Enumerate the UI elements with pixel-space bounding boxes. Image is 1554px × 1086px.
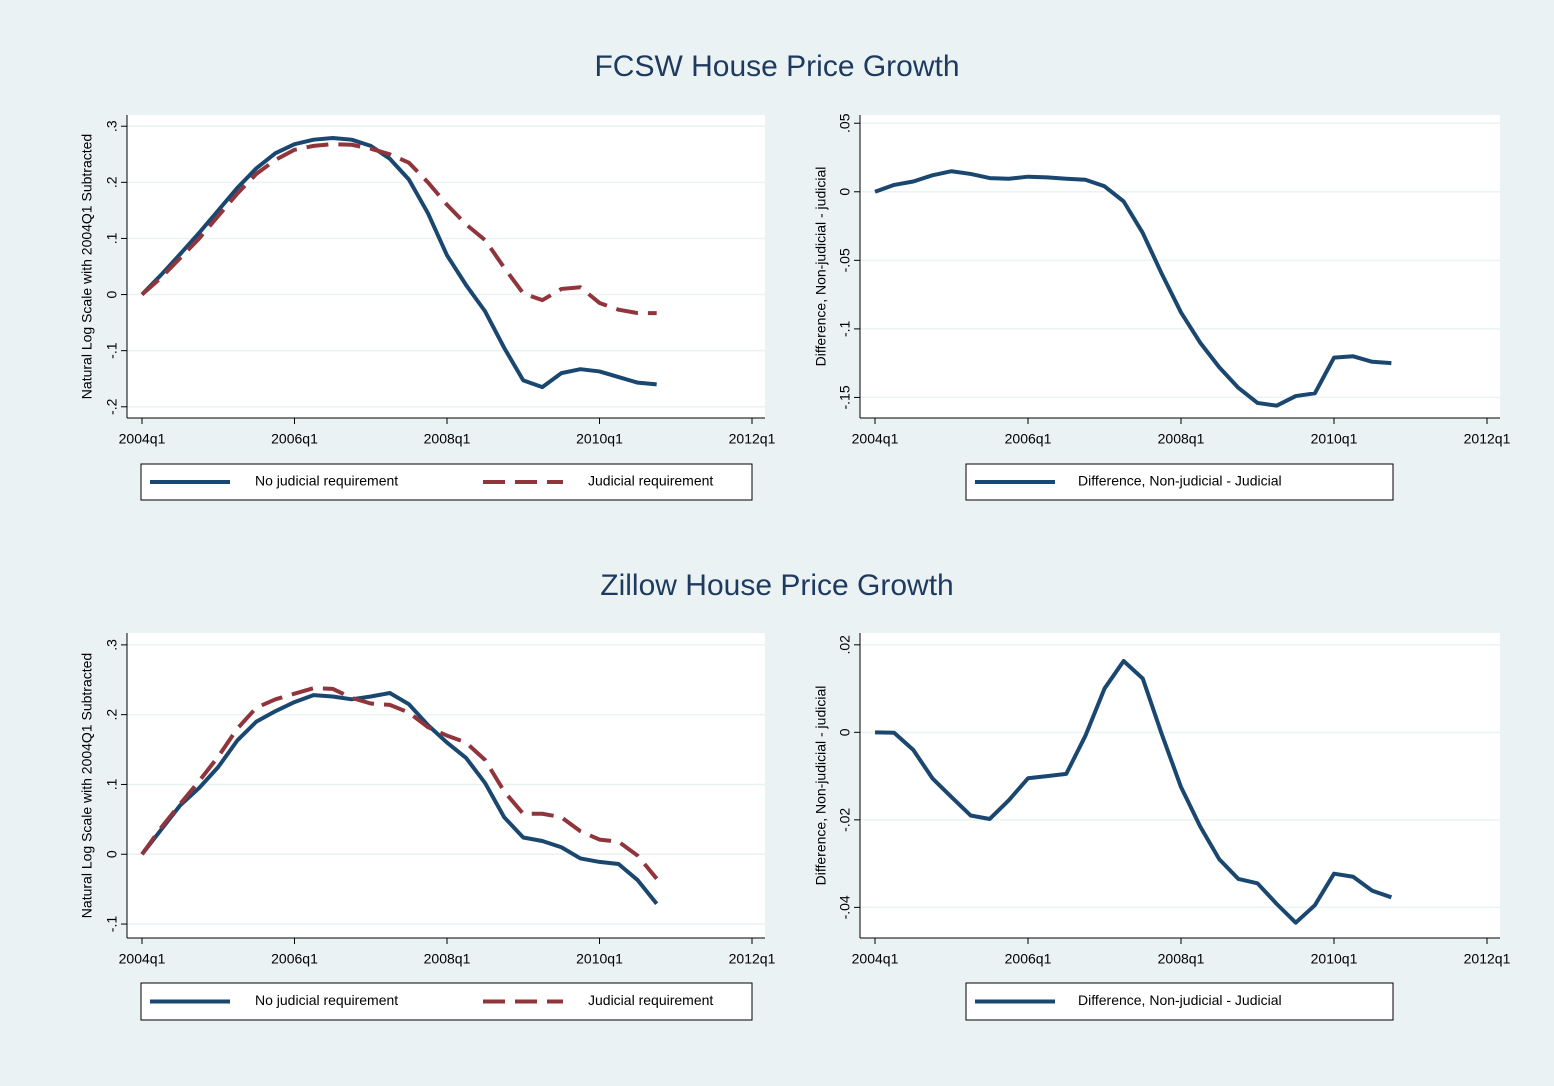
y-tick-label: -.05 [837,248,853,272]
plot-area [127,115,765,418]
y-tick-label: 0 [104,850,120,858]
y-tick-label: -.04 [837,895,853,919]
x-tick-label: 2004q1 [852,951,899,967]
y-tick-label: .3 [104,120,120,132]
series-line [140,691,659,906]
x-tick-label: 2004q1 [852,431,899,447]
legend-label: No judicial requirement [255,992,398,1008]
y-tick-label: .05 [837,113,853,133]
x-tick-label: 2006q1 [1005,951,1052,967]
y-axis-title: Natural Log Scale with 2004Q1 Subtracted [79,134,95,399]
x-tick-label: 2008q1 [424,951,471,967]
y-axis-title: Natural Log Scale with 2004Q1 Subtracted [79,653,95,918]
legend-label: Difference, Non-judicial - Judicial [1078,473,1282,489]
y-axis-title: Difference, Non-judicial - judicial [813,167,829,367]
y-tick-label: -.2 [104,398,120,415]
legend-label: Difference, Non-judicial - Judicial [1078,992,1282,1008]
x-tick-label: 2012q1 [729,951,776,967]
series-line [140,686,659,880]
x-tick-label: 2010q1 [576,431,623,447]
series-line [140,136,657,390]
y-tick-label: 0 [837,728,853,736]
y-tick-label: 0 [104,290,120,298]
series-line [140,142,657,316]
plot-area [860,115,1500,418]
y-tick-label: -.1 [104,342,120,359]
x-tick-label: 2008q1 [1158,951,1205,967]
x-tick-label: 2012q1 [729,431,776,447]
x-tick-label: 2010q1 [1311,951,1358,967]
y-tick-label: -.15 [837,385,853,409]
row-title: Zillow House Price Growth [600,569,953,602]
y-tick-label: 0 [837,188,853,196]
legend [140,463,753,501]
legend-label: Judicial requirement [588,992,713,1008]
y-tick-label: -.02 [837,808,853,832]
y-tick-label: .3 [104,639,120,651]
series-line [874,659,1393,925]
x-tick-label: 2010q1 [576,951,623,967]
x-tick-label: 2006q1 [1005,431,1052,447]
y-tick-label: .1 [104,232,120,244]
legend-label: Judicial requirement [588,473,713,489]
x-tick-label: 2006q1 [271,431,318,447]
legend-label: No judicial requirement [255,473,398,489]
y-tick-label: .1 [104,778,120,790]
x-tick-label: 2004q1 [119,431,166,447]
x-tick-label: 2006q1 [271,951,318,967]
x-tick-label: 2010q1 [1311,431,1358,447]
x-tick-label: 2012q1 [1464,951,1511,967]
y-tick-label: .2 [104,709,120,721]
x-tick-label: 2004q1 [119,951,166,967]
y-tick-label: -.1 [104,916,120,933]
y-axis-title: Difference, Non-judicial - judicial [813,686,829,886]
row-title: FCSW House Price Growth [594,50,959,83]
y-tick-label: .02 [837,635,853,655]
y-tick-label: -.1 [837,321,853,338]
plot-area [127,633,765,938]
series-line [874,169,1392,408]
x-tick-label: 2008q1 [424,431,471,447]
y-tick-label: .2 [104,176,120,188]
legend [140,982,753,1021]
x-tick-label: 2012q1 [1464,431,1511,447]
x-tick-label: 2008q1 [1158,431,1205,447]
